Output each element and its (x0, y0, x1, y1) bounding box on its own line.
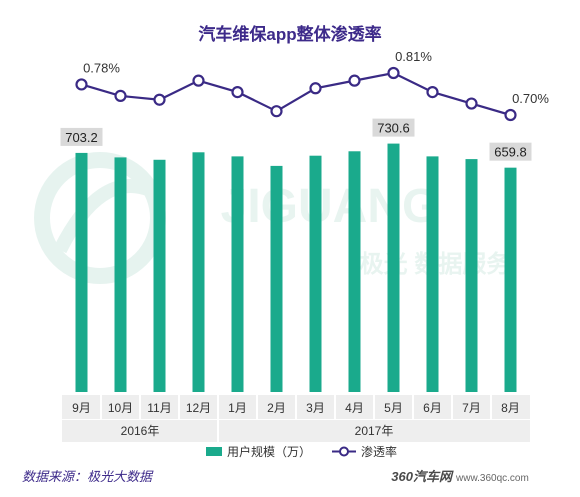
x-tick-label: 10月 (108, 401, 133, 415)
bar (75, 152, 88, 392)
bar (192, 152, 205, 392)
x-tick-label: 3月 (306, 401, 325, 415)
x-tick-label: 8月 (501, 401, 520, 415)
x-tick-label: 6月 (423, 401, 442, 415)
legend-bar-label: 用户规模（万） (227, 444, 311, 459)
x-tick-label: 5月 (384, 401, 403, 415)
bar-data-label: 730.6 (377, 121, 410, 136)
line-point (153, 93, 166, 106)
brand: 360汽车网 www.360qc.com (391, 469, 529, 484)
brand-url: www.360qc.com (455, 473, 529, 484)
bar (309, 155, 322, 392)
line-point (348, 74, 361, 87)
bar (504, 167, 517, 392)
line-point (504, 108, 517, 122)
x-tick-label: 12月 (186, 401, 211, 415)
legend-line-label: 渗透率 (361, 444, 397, 459)
x-tick-label: 11月 (147, 401, 171, 415)
bar (465, 159, 478, 392)
line-data-label: 0.70% (512, 91, 549, 106)
line-data-label: 0.81% (395, 49, 432, 64)
line-point (426, 85, 439, 99)
x-axis: 9月 10月 11月 12月 1月 2月 3月 4月 5月 6月 7月 8月 (62, 395, 530, 419)
line-data-label: 0.78% (83, 60, 120, 75)
bar-label-bg (489, 142, 532, 161)
bar (426, 156, 439, 392)
x-tick-label: 1月 (228, 401, 247, 415)
legend: 用户规模（万） 渗透率 (206, 444, 397, 459)
line-point (75, 78, 88, 91)
year-label: 2017年 (355, 424, 394, 438)
bar-labels: 703.2 730.6 659.8 (60, 118, 532, 161)
bar-label-bg (372, 118, 415, 137)
bar-data-label: 703.2 (65, 130, 98, 145)
bar-label-bg (60, 127, 103, 146)
chart-title: 汽车维保app整体渗透率 (198, 24, 381, 44)
watermark-text: JIGUANG (221, 180, 440, 233)
legend-bar-swatch (206, 447, 222, 456)
bar (114, 157, 127, 392)
year-label: 2016年 (121, 424, 160, 438)
bar (153, 159, 166, 392)
bar-data-label: 659.8 (494, 145, 527, 160)
bar (231, 156, 244, 392)
line-labels: 0.78% 0.81% 0.70% (83, 49, 549, 106)
line-point (270, 105, 283, 118)
source-note: 数据来源：极光大数据 (22, 469, 154, 484)
line-series (75, 66, 517, 122)
x-tick-label: 2月 (267, 401, 286, 415)
line-point (465, 97, 478, 110)
bar (270, 165, 283, 392)
bar (348, 151, 361, 392)
line-point (192, 74, 205, 87)
bar-series (75, 143, 517, 392)
line-point (231, 85, 244, 99)
year-axis-band (62, 420, 530, 442)
brand-logo: 360汽车网 (391, 469, 454, 484)
x-tick-label: 7月 (462, 401, 481, 415)
line-point (387, 66, 400, 80)
legend-line-marker (339, 446, 349, 457)
line-point (309, 82, 322, 95)
bar (387, 143, 400, 392)
line-point (114, 89, 127, 103)
x-tick-label: 4月 (345, 401, 364, 415)
line-path (81, 71, 511, 117)
x-tick-label: 9月 (72, 401, 91, 415)
year-axis: 2016年 2017年 (62, 420, 530, 442)
